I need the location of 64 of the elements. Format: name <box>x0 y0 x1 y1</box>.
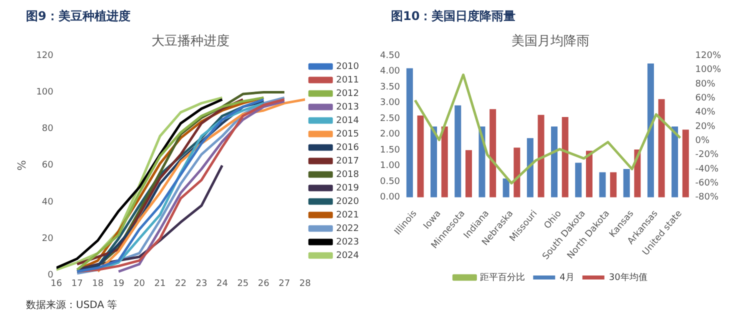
chart-subtitle: 大豆播种进度 <box>152 33 230 50</box>
y-tick-label: 1.00 <box>380 161 400 172</box>
x-tick-label: 20 <box>134 278 146 289</box>
legend-label: 2016 <box>336 142 360 153</box>
y2-tick-label: 60% <box>695 93 716 104</box>
y2-tick-label: -60% <box>695 178 719 189</box>
y-tick-label: 1.50 <box>380 145 400 156</box>
x-tick-label: 23 <box>196 278 208 289</box>
legend-label: 2021 <box>336 210 359 220</box>
x-tick-label: 27 <box>278 278 290 289</box>
y-tick-label: 40 <box>42 197 54 208</box>
y-tick-label: 4.00 <box>380 66 400 77</box>
legend-label: 2017 <box>336 156 359 166</box>
legend-label: 2012 <box>336 88 359 99</box>
y-axis-title: % <box>15 160 28 171</box>
y-tick-label: 2.00 <box>380 130 400 140</box>
y2-tick-label: 20% <box>695 122 716 132</box>
x-tick-label: 16 <box>50 278 62 289</box>
x-tick-label: 24 <box>216 278 228 289</box>
y-tick-label: 3.50 <box>380 82 400 92</box>
y2-tick-label: 100% <box>695 65 722 76</box>
y2-tick-label: 80% <box>695 79 716 90</box>
source-note: 数据来源：USDA 等 <box>25 298 118 312</box>
chart-title: 图10：美国日度降雨量 <box>390 8 517 25</box>
legend-label: 2023 <box>336 237 359 248</box>
y2-tick-label: -20% <box>695 150 719 160</box>
legend-label: 距平百分比 <box>480 272 526 283</box>
y-tick-label: 100 <box>36 88 54 98</box>
legend-label: 2014 <box>336 116 360 126</box>
legend-label: 2024 <box>336 250 360 261</box>
y-tick-label: 80 <box>42 124 54 134</box>
legend-label: 2019 <box>336 183 360 194</box>
legend-label: 30年均值 <box>608 272 648 283</box>
y-tick-label: 0.00 <box>380 192 400 203</box>
y-tick-label: 4.50 <box>380 50 400 61</box>
x-tick-label: 17 <box>71 278 83 289</box>
legend-label: 2020 <box>336 196 360 207</box>
y-tick-label: 3.00 <box>380 98 400 108</box>
legend-label: 2011 <box>336 75 359 86</box>
y-tick-label: 0.50 <box>380 176 400 187</box>
y-tick-label: 60 <box>42 160 54 171</box>
x-tick-label: 18 <box>92 278 104 289</box>
x-tick-label: 26 <box>258 278 270 289</box>
legend-label: 2022 <box>336 224 359 234</box>
y-tick-label: 120 <box>36 50 54 61</box>
y2-tick-label: 120% <box>695 50 722 61</box>
x-tick-label: 25 <box>237 278 249 289</box>
legend-label: 2015 <box>336 129 359 140</box>
y2-tick-label: -80% <box>695 192 719 203</box>
chart-title: 图9：美豆种植进度 <box>25 8 132 25</box>
y-tick-label: 0 <box>48 270 54 281</box>
x-tick-label: 28 <box>299 278 312 289</box>
y2-tick-label: 0% <box>695 136 710 146</box>
x-tick-label: 19 <box>112 278 125 289</box>
x-tick-label: 21 <box>154 278 166 289</box>
legend-label: 4月 <box>560 272 574 283</box>
y2-tick-label: -40% <box>695 164 719 174</box>
y-tick-label: 2.50 <box>380 114 400 124</box>
x-tick-label: 22 <box>175 278 186 289</box>
y2-tick-label: 40% <box>695 108 716 118</box>
legend-label: 2013 <box>336 102 359 112</box>
legend-label: 2010 <box>336 62 360 72</box>
chart-subtitle: 美国月均降雨 <box>512 33 590 50</box>
legend-label: 2018 <box>336 170 360 180</box>
